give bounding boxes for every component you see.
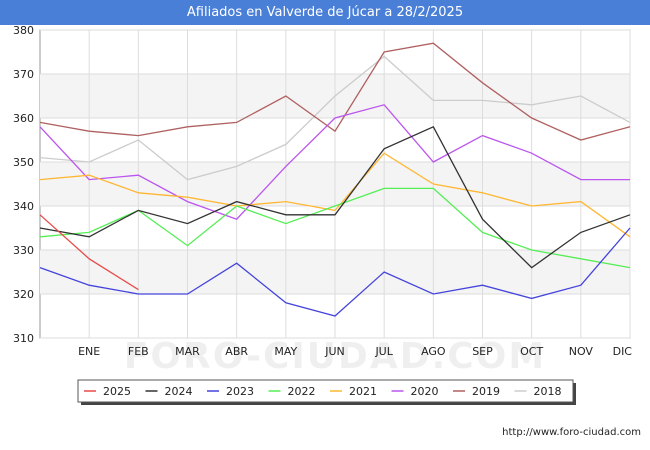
x-tick-label: FEB xyxy=(128,345,149,358)
legend-label-2020: 2020 xyxy=(411,385,439,398)
x-tick-label: OCT xyxy=(520,345,543,358)
x-tick-label: DIC xyxy=(613,345,633,358)
y-tick-label: 320 xyxy=(13,288,34,301)
y-tick-label: 360 xyxy=(13,112,34,125)
legend-label-2025: 2025 xyxy=(103,385,131,398)
x-tick-label: ABR xyxy=(225,345,248,358)
x-tick-label: AGO xyxy=(421,345,446,358)
y-tick-label: 380 xyxy=(13,24,34,37)
y-tick-label: 310 xyxy=(13,332,34,345)
legend-label-2021: 2021 xyxy=(349,385,377,398)
legend-label-2018: 2018 xyxy=(534,385,562,398)
y-tick-label: 340 xyxy=(13,200,34,213)
y-tick-label: 370 xyxy=(13,68,34,81)
x-tick-label: JUN xyxy=(324,345,345,358)
x-tick-label: MAR xyxy=(175,345,200,358)
y-tick-label: 330 xyxy=(13,244,34,257)
legend-label-2022: 2022 xyxy=(288,385,316,398)
x-tick-label: SEP xyxy=(472,345,493,358)
legend-label-2023: 2023 xyxy=(226,385,254,398)
x-tick-label: MAY xyxy=(274,345,297,358)
legend-label-2019: 2019 xyxy=(472,385,500,398)
legend-label-2024: 2024 xyxy=(165,385,193,398)
y-tick-label: 350 xyxy=(13,156,34,169)
x-tick-label: JUL xyxy=(374,345,393,358)
line-chart: FORO-CIUDAD.COM 310320330340350360370380… xyxy=(0,0,650,450)
x-tick-label: ENE xyxy=(78,345,100,358)
x-tick-label: NOV xyxy=(569,345,594,358)
footer-url[interactable]: http://www.foro-ciudad.com xyxy=(502,427,641,438)
